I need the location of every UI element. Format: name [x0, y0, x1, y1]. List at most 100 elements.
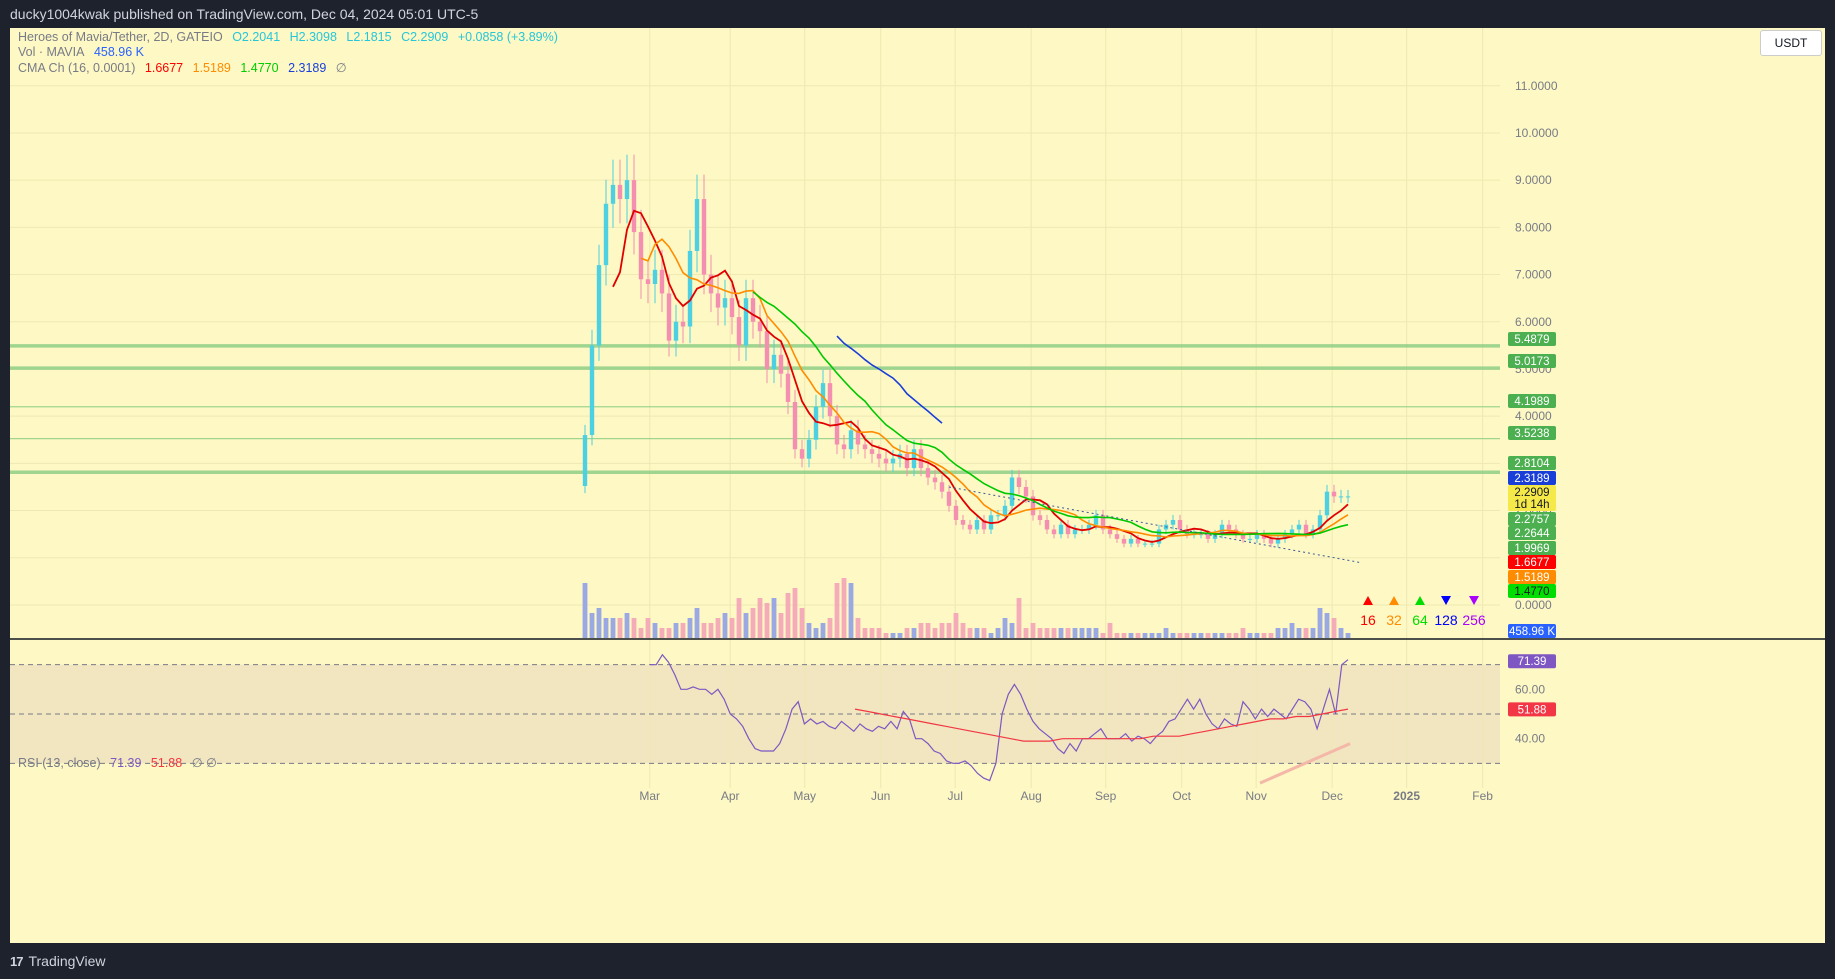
candle-body	[1051, 529, 1057, 535]
candle-body	[1303, 524, 1309, 535]
price-label-text: 458.96 K	[1509, 626, 1555, 638]
volume-bar	[799, 608, 805, 638]
chart-frame[interactable]: 11.0000 10.0000 9.0000 8.0000 7.0000 6.0000 5.…	[10, 28, 1825, 943]
volume-bar	[1345, 633, 1351, 638]
marker-triangle-icon	[1441, 596, 1451, 605]
volume-bar	[1198, 633, 1204, 638]
candle-body	[624, 180, 630, 200]
volume-bar	[918, 623, 924, 638]
volume-bar	[582, 583, 588, 638]
volume-bar	[1072, 628, 1078, 638]
candle-body	[1016, 477, 1022, 487]
candle-body	[1009, 477, 1015, 506]
volume-bar	[1149, 633, 1155, 638]
marker-legend-label: 64	[1412, 612, 1428, 628]
volume-bar	[967, 628, 973, 638]
candle-body	[1149, 543, 1155, 545]
cma-64-line	[752, 291, 1349, 536]
candle-body	[750, 298, 756, 322]
volume-bar	[841, 578, 847, 638]
price-label: 4.1989	[1508, 394, 1556, 408]
candle-body	[1338, 496, 1344, 498]
cma-128-line	[836, 335, 943, 424]
candle-body	[1135, 538, 1141, 544]
candle-body	[1107, 529, 1113, 535]
volume-bar	[988, 633, 994, 638]
volume-bar	[624, 613, 630, 638]
rsi-y-tick-label: 40.00	[1515, 732, 1545, 746]
candle-body	[848, 430, 854, 450]
price-label-box	[1508, 541, 1556, 555]
cma-value-128: 2.3189	[288, 61, 327, 75]
x-tick-label: Dec	[1321, 789, 1342, 803]
candle-body	[1226, 524, 1232, 530]
price-label-text: 5.0173	[1514, 356, 1549, 368]
rsi-hide-icons: ∅ ∅	[191, 756, 217, 770]
volume-bar	[750, 608, 756, 638]
volume-bar	[827, 618, 833, 638]
y-tick-label: 7.0000	[1515, 268, 1552, 282]
candle-body	[582, 435, 588, 487]
candle-body	[701, 199, 707, 275]
volume-bar	[1324, 613, 1330, 638]
volume-bar	[666, 628, 672, 638]
volume-bar	[911, 628, 917, 638]
volume-bar	[1093, 628, 1099, 638]
volume-bar	[631, 618, 637, 638]
volume-bar	[1240, 628, 1246, 638]
price-label: 5.4879	[1508, 332, 1556, 346]
candle-body	[1177, 520, 1183, 530]
y-tick-label: 4.0000	[1515, 409, 1552, 423]
volume-bar	[701, 623, 707, 638]
volume-bar	[1128, 633, 1134, 638]
candle-body	[981, 520, 987, 530]
price-label-box	[1508, 332, 1556, 346]
volume-bar	[1226, 633, 1232, 638]
volume-bar	[1121, 633, 1127, 638]
candle-body	[1247, 538, 1253, 540]
footer: 17 TradingView	[0, 943, 1835, 979]
candle-body	[841, 444, 847, 450]
price-label-text: 2.3189	[1514, 473, 1549, 485]
candle-body	[932, 477, 938, 483]
volume-bar	[722, 613, 728, 638]
volume-bar	[603, 618, 609, 638]
candle-body	[792, 402, 798, 450]
candle-body	[1086, 524, 1092, 530]
price-label-box	[1508, 394, 1556, 408]
price-label-text: 1.4770	[1514, 586, 1549, 598]
rsi-value-label-box	[1508, 702, 1556, 717]
cma-value-16: 1.6677	[144, 61, 184, 75]
volume-bar	[1016, 598, 1022, 638]
marker-legend-label: 256	[1462, 612, 1486, 628]
price-label: 5.0173	[1508, 354, 1556, 368]
volume-bar	[1205, 633, 1211, 638]
marker-triangle-icon	[1389, 596, 1399, 605]
currency-button[interactable]: USDT	[1760, 30, 1822, 56]
candle-body	[778, 354, 784, 374]
rsi-legend: RSI (13, close) 71.39 51.88 ∅ ∅	[18, 755, 223, 770]
price-chart[interactable]: 11.0000 10.0000 9.0000 8.0000 7.0000 6.0000 5.…	[10, 28, 1825, 943]
price-label: 2.3189	[1508, 471, 1556, 485]
candle-body	[855, 430, 861, 445]
x-tick-label: Feb	[1472, 789, 1493, 803]
candle-body	[827, 383, 833, 417]
price-label-box	[1508, 512, 1556, 526]
countdown-text: 1d 14h	[1514, 499, 1549, 511]
volume-bar	[1170, 633, 1176, 638]
candle-body	[743, 298, 749, 346]
x-tick-label: Jul	[948, 789, 963, 803]
candle-body	[1058, 524, 1064, 535]
volume-bar	[1135, 633, 1141, 638]
candle-body	[1002, 505, 1008, 516]
volume-bar	[974, 628, 980, 638]
candle-body	[659, 269, 665, 294]
volume-bar	[820, 623, 826, 638]
tradingview-brand[interactable]: 17 TradingView	[10, 953, 106, 969]
price-label: 1.9969	[1508, 541, 1556, 555]
volume-bar	[1009, 623, 1015, 638]
price-label-text: 1.6677	[1514, 557, 1549, 569]
price-label-box	[1508, 426, 1556, 440]
price-label: 458.96 K	[1508, 624, 1556, 638]
